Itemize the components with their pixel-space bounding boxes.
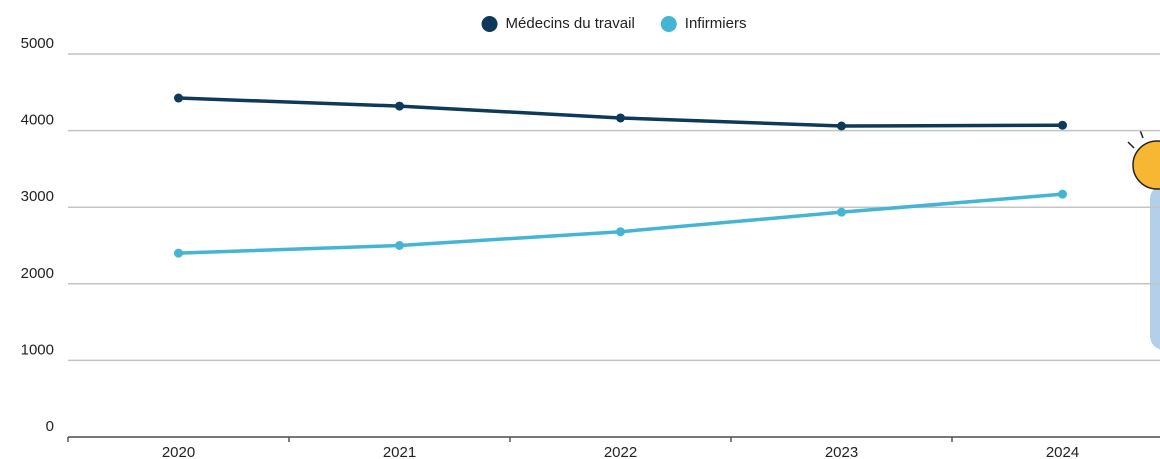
lightbulb-icon bbox=[1132, 140, 1160, 190]
data-point bbox=[1058, 189, 1067, 199]
side-panel bbox=[1150, 185, 1160, 350]
data-point bbox=[395, 241, 404, 250]
legend-marker bbox=[660, 16, 677, 32]
x-tick-label: 2023 bbox=[825, 444, 858, 459]
x-tick-label: 2021 bbox=[383, 444, 416, 459]
legend-label: Médecins du travail bbox=[506, 15, 635, 32]
data-point bbox=[616, 113, 625, 123]
data-point bbox=[837, 121, 846, 131]
y-tick-label: 4000 bbox=[21, 112, 54, 129]
y-tick-label: 2000 bbox=[21, 265, 54, 282]
decoration bbox=[1127, 129, 1160, 350]
data-point bbox=[1058, 120, 1067, 130]
data-point bbox=[395, 101, 404, 111]
data-point bbox=[837, 207, 846, 217]
legend-marker bbox=[481, 16, 498, 32]
series-line bbox=[178, 192, 1063, 255]
x-tick-label: 2022 bbox=[604, 444, 637, 459]
y-tick-label: 1000 bbox=[21, 341, 54, 358]
data-point bbox=[174, 93, 183, 103]
data-point bbox=[616, 227, 625, 237]
x-tick-label: 2024 bbox=[1046, 444, 1079, 459]
y-tick-label: 5000 bbox=[21, 35, 54, 52]
data-point bbox=[174, 248, 183, 258]
y-tick-label: 0 bbox=[46, 418, 54, 435]
legend-label: Infirmiers bbox=[685, 15, 747, 32]
legend: Médecins du travail Infirmiers bbox=[481, 15, 747, 32]
x-tick-label: 2020 bbox=[162, 444, 195, 459]
y-tick-label: 3000 bbox=[21, 188, 54, 205]
icon-ray bbox=[1127, 141, 1135, 149]
